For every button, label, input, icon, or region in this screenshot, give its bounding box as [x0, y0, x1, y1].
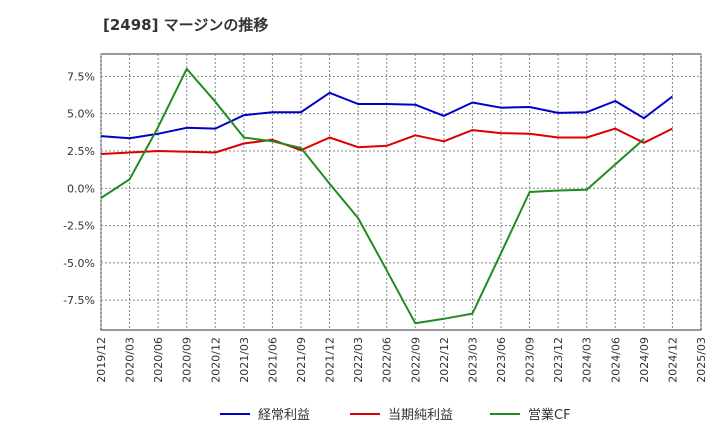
legend: 経常利益 当期純利益 営業CF [220, 407, 571, 423]
x-tick-label: 2021/12 [324, 337, 337, 383]
y-tick-label: 5.0% [67, 108, 95, 121]
y-tick-label: 7.5% [67, 70, 95, 83]
grid-lines [100, 54, 702, 330]
x-tick-label: 2024/03 [581, 337, 594, 383]
series-line [100, 91, 674, 140]
x-tick-label: 2019/12 [95, 337, 108, 383]
x-tick-label: 2020/12 [209, 337, 222, 383]
y-tick-label: -7.5% [63, 294, 95, 307]
x-tick-label: 2022/12 [438, 337, 451, 383]
x-tick-label: 2020/06 [152, 337, 165, 383]
legend-label: 営業CF [528, 407, 571, 423]
y-tick-label: -2.5% [63, 220, 95, 233]
y-tick-label: -5.0% [63, 257, 95, 270]
x-tick-label: 2022/09 [409, 337, 422, 383]
series-line [100, 127, 673, 155]
x-tick-label: 2022/06 [381, 337, 394, 383]
x-tick-label: 2021/06 [266, 337, 279, 383]
x-tick-label: 2024/06 [609, 337, 622, 383]
x-tick-label: 2025/03 [695, 337, 708, 383]
x-tick-label: 2021/03 [238, 337, 251, 383]
legend-label: 当期純利益 [388, 408, 453, 423]
x-tick-label: 2022/03 [352, 337, 365, 383]
x-tick-label: 2020/03 [124, 337, 137, 383]
x-tick-label: 2024/12 [666, 337, 679, 383]
x-tick-label: 2023/06 [495, 337, 508, 383]
y-tick-label: 2.5% [67, 145, 95, 158]
x-tick-label: 2024/09 [638, 337, 651, 383]
chart-title: [2498] マージンの推移 [103, 16, 269, 34]
x-tick-label: 2023/12 [552, 337, 565, 383]
y-axis-ticks: -7.5% -5.0% -2.5% 0.0% 2.5% 5.0% 7.5% [63, 70, 95, 307]
series-line [100, 67, 645, 325]
x-tick-label: 2020/09 [181, 337, 194, 383]
x-axis-ticks: 2019/12 2020/03 2020/06 2020/09 2020/12 2021/… [95, 337, 708, 383]
x-tick-label: 2023/03 [466, 337, 479, 383]
x-tick-label: 2021/09 [295, 337, 308, 383]
legend-label: 経常利益 [258, 408, 310, 423]
x-tick-label: 2023/09 [524, 337, 537, 383]
plot-area [100, 53, 702, 331]
y-tick-label: 0.0% [67, 182, 95, 195]
series-lines [100, 67, 674, 325]
